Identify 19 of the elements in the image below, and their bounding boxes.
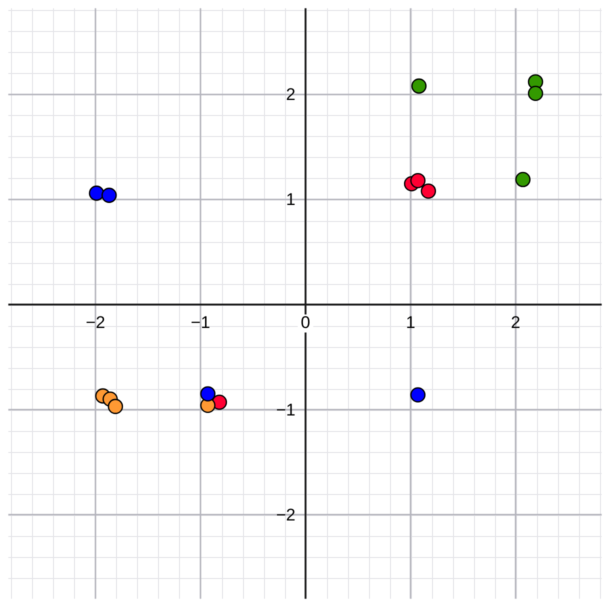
y-tick-label: 1: [286, 190, 296, 210]
x-tick-label: 0: [300, 313, 310, 332]
x-tick-label: −2: [86, 313, 106, 332]
x-tick-label: 2: [510, 313, 520, 332]
y-tick-label: −2: [276, 505, 296, 524]
point: [108, 398, 124, 414]
point: [88, 186, 104, 201]
x-tick-label: 1: [406, 313, 416, 332]
point: [410, 172, 426, 188]
point: [420, 183, 436, 199]
point: [410, 387, 426, 403]
point: [101, 188, 117, 203]
point: [515, 172, 531, 188]
y-tick-label: 2: [286, 85, 296, 104]
x-tick-label: −1: [190, 313, 210, 332]
point: [200, 386, 216, 402]
y-tick-label: −1: [276, 400, 296, 420]
point: [411, 78, 427, 94]
point: [528, 86, 544, 102]
